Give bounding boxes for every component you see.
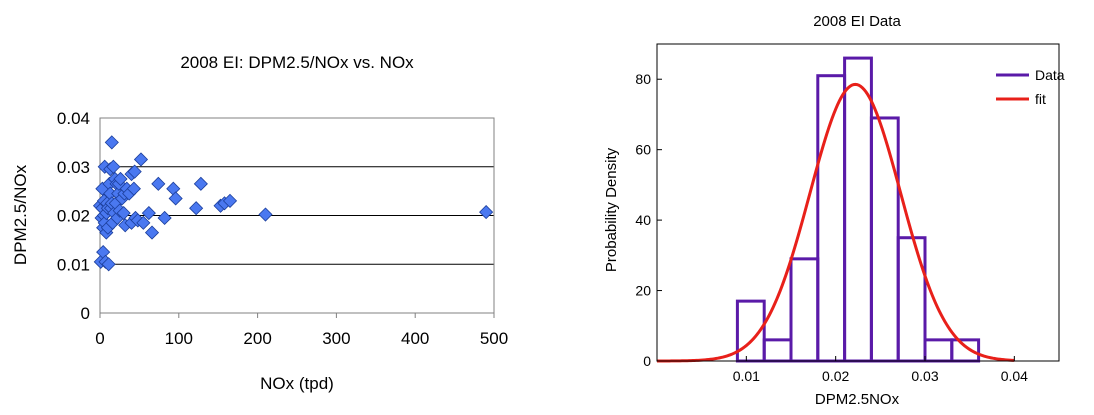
histogram-plot-area	[656, 43, 1060, 362]
scatter-point	[113, 171, 128, 187]
scatter-x-axis-label: NOx (tpd)	[260, 374, 334, 393]
scatter-x-tick-label: 300	[322, 329, 350, 348]
scatter-point	[101, 257, 116, 272]
histogram-bar	[762, 338, 793, 363]
legend-fit-label: fit	[1035, 91, 1046, 107]
scatter-point	[144, 225, 160, 240]
histogram-x-tick-label: 0.02	[822, 368, 849, 384]
histogram-y-axis-label: Probability Density	[603, 147, 620, 272]
scatter-y-tick-label: 0.03	[57, 158, 90, 177]
scatter-x-tick-label: 0	[95, 329, 104, 348]
histogram-y-tick-label: 20	[635, 283, 651, 299]
histogram-bar	[896, 236, 927, 363]
histogram-y-tick-label: 40	[635, 212, 651, 228]
legend-data-label: Data	[1035, 67, 1065, 83]
scatter-point	[126, 181, 141, 196]
scatter-y-axis-label: DPM2.5/NOx	[11, 164, 30, 265]
scatter-chart: 2008 EI: DPM2.5/NOx vs. NOx 0 0.01 0.02 0.0…	[11, 53, 508, 393]
scatter-point	[106, 159, 121, 174]
histogram-y-tick-label: 0	[643, 353, 651, 369]
histogram-title: 2008 EI Data	[813, 13, 901, 30]
histogram-bar	[869, 116, 900, 363]
scatter-point	[168, 191, 183, 206]
scatter-point	[151, 176, 166, 191]
scatter-y-tick-label: 0.04	[57, 109, 90, 128]
scatter-point	[193, 176, 208, 191]
scatter-y-tick-label: 0.02	[57, 207, 90, 226]
scatter-y-tick-label: 0	[81, 304, 90, 323]
scatter-point	[133, 152, 149, 167]
histogram-bar	[789, 257, 820, 363]
scatter-point	[157, 210, 172, 226]
histogram-y-tick-label: 80	[635, 71, 651, 87]
scatter-point	[127, 164, 142, 179]
scatter-x-tick-label: 400	[401, 329, 429, 348]
scatter-y-ticks: 0 0.01 0.02 0.03 0.04	[57, 109, 90, 323]
histogram-bar	[923, 338, 954, 363]
histogram-x-axis-label: DPM2.5NOx	[815, 391, 900, 408]
scatter-point	[116, 205, 131, 221]
histogram-x-tick-label: 0.03	[911, 368, 938, 384]
scatter-x-ticks: 0 100 200 300 400 500	[95, 313, 508, 348]
scatter-x-tick-label: 500	[480, 329, 508, 348]
scatter-point	[136, 215, 151, 230]
histogram-fit-curve	[657, 82, 1015, 363]
scatter-point	[166, 181, 181, 196]
scatter-points	[92, 135, 494, 272]
histogram-x-tick-label: 0.04	[1001, 368, 1028, 384]
histogram-x-tick-label: 0.01	[733, 368, 760, 384]
scatter-point	[222, 193, 238, 208]
scatter-point	[258, 207, 273, 222]
scatter-point	[141, 205, 156, 221]
scatter-point	[479, 205, 494, 220]
scatter-point	[189, 201, 204, 216]
scatter-title: 2008 EI: DPM2.5/NOx vs. NOx	[180, 53, 414, 72]
scatter-x-tick-label: 200	[243, 329, 271, 348]
scatter-point	[104, 135, 119, 150]
histogram-bar	[843, 56, 873, 363]
histogram-legend: Data fit	[996, 67, 1065, 107]
histogram-y-ticks: 0 20 40 60 80	[635, 71, 662, 369]
histogram-x-ticks: 0.01 0.02 0.03 0.04	[733, 356, 1028, 384]
scatter-x-tick-label: 100	[165, 329, 193, 348]
scatter-point	[96, 244, 111, 260]
histogram-y-tick-label: 60	[635, 142, 651, 158]
histogram-bar	[950, 338, 981, 363]
scatter-y-tick-label: 0.01	[57, 255, 90, 274]
